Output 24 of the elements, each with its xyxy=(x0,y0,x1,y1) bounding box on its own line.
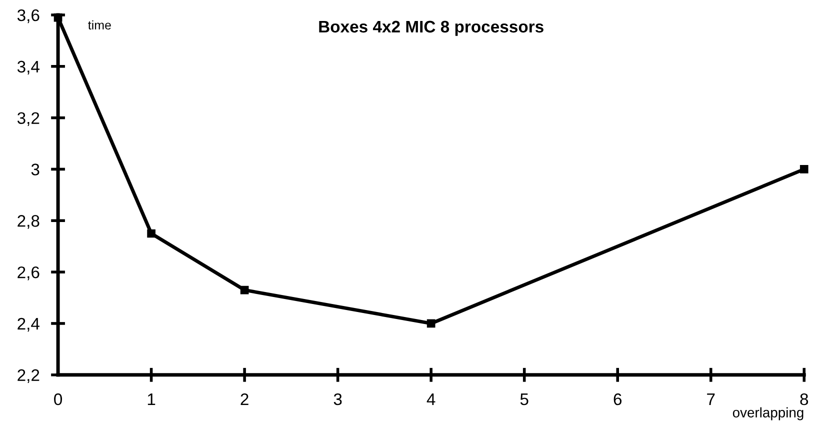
point xyxy=(426,319,436,328)
x-tick-label: 5 xyxy=(520,394,528,406)
point xyxy=(240,286,249,294)
x-tick-label: 3 xyxy=(334,393,342,406)
y-tick-label: 2,6 xyxy=(18,266,40,280)
y-tick-label: 2,4 xyxy=(18,318,40,332)
y-tick-label: 2,2 xyxy=(18,369,40,384)
x-tick-label: 2 xyxy=(240,393,248,406)
y-tick-label: 3,6 xyxy=(17,9,40,24)
y-tick-label: 2,8 xyxy=(18,215,40,229)
x-tick-label: 0 xyxy=(54,393,62,406)
y-tick-label: 3,2 xyxy=(17,112,40,126)
y-tick-label: 3,4 xyxy=(17,60,40,75)
x-tick-label: 1 xyxy=(148,394,156,406)
point xyxy=(147,229,156,238)
chart-title: Boxes 4x2 MIC 8 processors xyxy=(319,20,544,36)
y-tick-label: 3 xyxy=(31,164,40,176)
x-tick-label: 8 xyxy=(800,393,808,406)
y-axis-title: time xyxy=(88,20,111,30)
x-tick-label: 7 xyxy=(707,394,715,406)
point xyxy=(800,165,808,174)
x-axis-title: overlapping xyxy=(732,407,804,420)
x-tick-label: 6 xyxy=(614,393,622,406)
x-tick-label: 4 xyxy=(426,394,436,406)
